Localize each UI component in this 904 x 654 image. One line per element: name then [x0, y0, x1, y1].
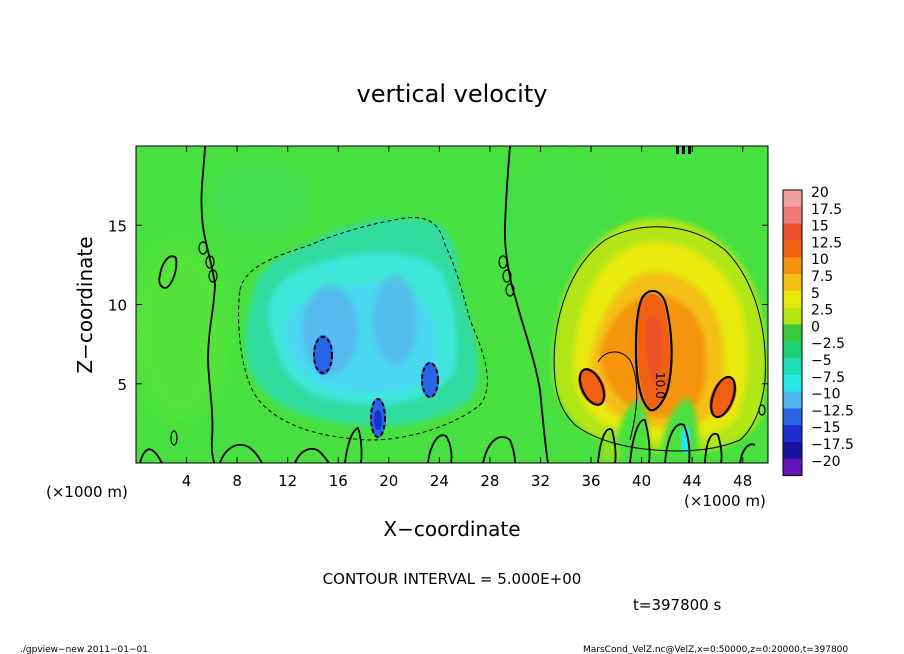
x-tick-label: 16 — [329, 472, 348, 490]
source-label: MarsCond_VelZ.nc@VelZ,x=0:50000,z=0:2000… — [583, 645, 848, 654]
y-axis-label: Z−coordinate — [73, 236, 97, 373]
colorbar-segment — [783, 240, 802, 258]
y-tick-label: 5 — [117, 376, 127, 394]
program-label: ./gpview−new 2011−01−01 — [20, 645, 148, 654]
x-tick-label: 44 — [683, 472, 702, 490]
x-tick-label: 32 — [531, 472, 550, 490]
contour-neg5 — [238, 216, 488, 441]
colorbar: 2017.51512.5107.552.50−2.5−5−7.5−10−12.5… — [782, 185, 854, 477]
colorbar-frame — [782, 189, 803, 477]
colorbar-segment — [783, 341, 802, 359]
colorbar-segment — [783, 408, 802, 426]
x-unit-left: (×1000 m) — [46, 483, 128, 501]
contour-10 — [634, 289, 673, 412]
colorbar-label: 15 — [811, 219, 829, 235]
contour-5 — [553, 226, 766, 452]
x-axis: 4 8 12 16 20 24 28 32 36 40 44 48 — [182, 146, 752, 490]
colorbar-label: −10 — [811, 387, 841, 403]
colorbar-label: −17.5 — [811, 437, 854, 453]
x-tick-label: 4 — [182, 472, 192, 490]
downdraft-core-3 — [421, 362, 439, 398]
x-tick-label: 24 — [430, 472, 449, 490]
contour-interval: CONTOUR INTERVAL = 5.000E+00 — [323, 570, 582, 588]
colorbar-label: −15 — [811, 420, 841, 436]
chart-title: vertical velocity — [357, 80, 548, 108]
y-axis: 5 10 15 — [108, 217, 768, 394]
colorbar-label: −7.5 — [811, 370, 845, 386]
x-unit-right: (×1000 m) — [684, 492, 766, 510]
colorbar-segment — [783, 307, 802, 325]
colorbar-segment — [783, 274, 802, 292]
colorbar-segment — [783, 442, 802, 460]
colorbar-label: 10 — [811, 252, 829, 268]
colorbar-label: −20 — [811, 454, 841, 470]
x-tick-label: 12 — [278, 472, 297, 490]
colorbar-label: −5 — [811, 353, 832, 369]
contour-lines — [139, 146, 756, 463]
time-label: t=397800 s — [633, 596, 721, 614]
colorbar-segment — [783, 358, 802, 376]
downdraft-region — [245, 218, 479, 427]
plot-area: 10.0 — [136, 146, 768, 463]
y-tick-label: 15 — [108, 217, 127, 235]
colorbar-segment — [783, 324, 802, 342]
colorbar-label: 2.5 — [811, 303, 833, 319]
colorbar-label: 0 — [811, 319, 820, 335]
colorbar-label: −12.5 — [811, 403, 854, 419]
colorbar-segment — [783, 290, 802, 308]
x-tick-label: 48 — [733, 472, 752, 490]
colorbar-label: 7.5 — [811, 269, 833, 285]
colorbar-segment — [783, 458, 802, 476]
colorbar-label: 20 — [811, 185, 829, 201]
colorbar-segment — [783, 223, 802, 241]
colorbar-segment — [783, 391, 802, 409]
colorbar-label: 12.5 — [811, 235, 842, 251]
x-tick-label: 28 — [480, 472, 499, 490]
colorbar-segment — [783, 206, 802, 224]
colorbar-segment — [783, 257, 802, 275]
contour-label: 10.0 — [653, 372, 667, 399]
colorbar-label: 17.5 — [811, 202, 842, 218]
y-tick-label: 10 — [108, 297, 127, 315]
downdraft-core-1 — [313, 335, 333, 375]
x-tick-label: 20 — [379, 472, 398, 490]
colorbar-label: −2.5 — [811, 336, 845, 352]
colorbar-label: 5 — [811, 286, 820, 302]
colorbar-segment — [783, 374, 802, 392]
colorbar-segment — [783, 425, 802, 443]
x-axis-label: X−coordinate — [383, 517, 520, 541]
x-tick-label: 36 — [581, 472, 600, 490]
x-tick-label: 40 — [632, 472, 651, 490]
x-tick-label: 8 — [232, 472, 242, 490]
colorbar-segment — [783, 190, 802, 208]
